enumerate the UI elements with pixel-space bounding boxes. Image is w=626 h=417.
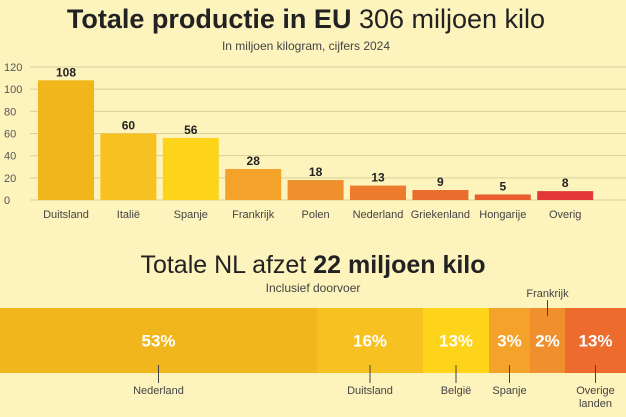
- bar-polen: [287, 180, 344, 200]
- segment-spanje: [489, 308, 531, 373]
- bar-overig: [537, 191, 594, 200]
- bar-value-label: 60: [122, 119, 136, 133]
- chart-title: Totale productie in EU 306 miljoen kilo: [0, 4, 612, 35]
- sales-title: Totale NL afzet 22 miljoen kilo: [0, 251, 626, 280]
- segment-percent-label: 53%: [141, 332, 175, 351]
- bar-value-label: 18: [309, 165, 323, 179]
- segment-nederland: [0, 308, 318, 373]
- segment-percent-label: 13%: [439, 332, 473, 351]
- segment-duitsland: [317, 308, 424, 373]
- bar-duitsland: [38, 80, 94, 200]
- segment-percent-label: 3%: [497, 332, 522, 351]
- x-tick-label: Italië: [117, 209, 140, 221]
- segment-percent-label: 2%: [535, 332, 560, 351]
- segment-percent-label: 13%: [578, 332, 612, 351]
- sales-title-prefix: Totale NL afzet: [140, 251, 307, 279]
- y-tick-label: 120: [4, 62, 22, 74]
- bar-value-label: 5: [499, 179, 506, 193]
- y-tick-label: 100: [4, 84, 22, 96]
- segment-frankrijk: [530, 308, 566, 373]
- segment-category-label: Duitsland: [347, 385, 393, 397]
- y-tick-label: 60: [4, 129, 16, 141]
- bar-value-label: 56: [184, 123, 198, 137]
- sales-title-value: 22 miljoen kilo: [313, 251, 486, 279]
- bar-nederland: [350, 185, 406, 200]
- y-tick-label: 80: [4, 106, 16, 118]
- bar-value-label: 8: [562, 176, 569, 190]
- segment-category-label: België: [441, 385, 472, 397]
- chart-title-main: Totale productie in EU: [66, 4, 352, 34]
- y-tick-label: 40: [4, 151, 16, 163]
- chart-title-value: 306 miljoen kilo: [358, 4, 546, 34]
- sales-stacked-bar: 53% Nederland 16% Duitsland 13% België 3% Spanj…: [0, 288, 626, 410]
- x-tick-label: Spanje: [174, 209, 208, 221]
- chart-subtitle: In miljoen kilogram, cijfers 2024: [221, 39, 391, 53]
- segment-category-label: Nederland: [133, 385, 184, 397]
- bar-italië: [100, 133, 157, 200]
- segment-category-label: Spanje: [492, 385, 526, 397]
- x-tick-label: Overig: [549, 209, 581, 221]
- segment-category-label: Frankrijk: [526, 288, 569, 300]
- x-tick-label: Duitsland: [43, 209, 89, 221]
- production-bar-chart: 0 20 40 60 80 100 120 108 Duitsland 60 Italië 56 Spa…: [4, 62, 626, 221]
- x-tick-label: Nederland: [353, 209, 404, 221]
- y-tick-label: 0: [4, 195, 10, 207]
- segment-category-label: Overige landen: [576, 385, 615, 410]
- segment-overige-landen: [565, 308, 626, 373]
- bar-value-label: 9: [437, 175, 444, 189]
- y-tick-label: 20: [4, 173, 16, 185]
- bar-frankrijk: [225, 168, 282, 200]
- bar-value-label: 13: [371, 171, 385, 185]
- bar-hongarije: [474, 194, 531, 200]
- x-tick-label: Griekenland: [411, 209, 470, 221]
- bar-value-label: 108: [56, 65, 76, 79]
- bar-spanje: [162, 137, 219, 200]
- sales-subtitle: Inclusief doorvoer: [265, 281, 361, 295]
- x-tick-label: Hongarije: [479, 209, 526, 221]
- x-tick-label: Polen: [302, 209, 330, 221]
- segment-percent-label: 16%: [353, 332, 387, 351]
- x-tick-label: Frankrijk: [232, 209, 275, 221]
- bar-value-label: 28: [247, 154, 261, 168]
- bar-griekenland: [412, 190, 469, 200]
- segment-belgië: [423, 308, 490, 373]
